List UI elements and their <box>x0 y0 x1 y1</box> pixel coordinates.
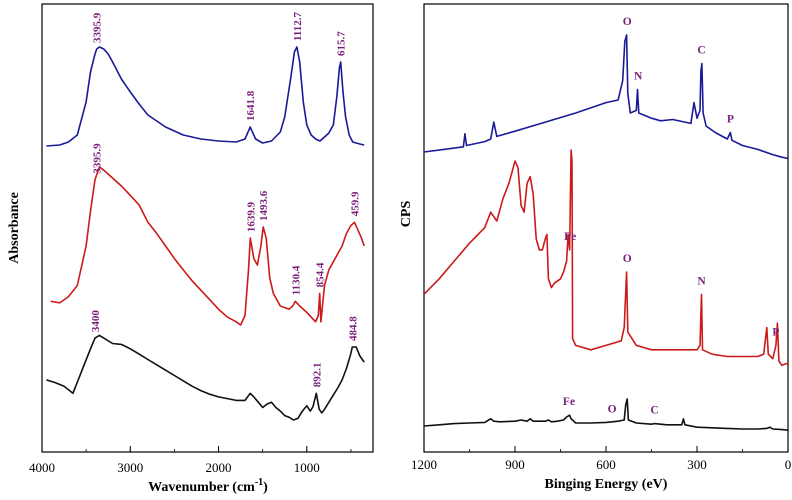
ftir-plot-frame <box>41 3 374 453</box>
xps-annotation-label: N <box>697 275 706 287</box>
xps-annotation-label: C <box>650 405 658 417</box>
xps-series-line-3 <box>423 398 789 431</box>
xps-annotation-label: P <box>772 326 779 338</box>
ftir-annotation-label: 3395.9 <box>92 12 104 43</box>
xps-series-line-1 <box>423 34 789 160</box>
ftir-panel: 3395.9 1641.8 1112.7 615.7 3395.9 1639.9 1493.… <box>7 3 374 495</box>
xps-annotation-label: N <box>634 71 643 83</box>
xps-x-tick-label: 1200 <box>411 457 437 472</box>
ftir-annotation-label: 484.8 <box>347 316 359 341</box>
xps-x-tick-label: 900 <box>505 457 525 472</box>
ftir-x-tick-label: 4000 <box>29 460 55 475</box>
ftir-x-ticks: 4000 3000 2000 1000 <box>29 446 352 475</box>
xps-series-lines <box>423 34 789 431</box>
xps-x-tick-label: 0 <box>785 457 792 472</box>
ftir-annotation-label: 892.1 <box>311 363 323 388</box>
ftir-series-line-3 <box>46 334 365 421</box>
xps-annotation-label: Fe <box>564 231 576 243</box>
xps-annotation-label: O <box>623 16 632 28</box>
ftir-annotation-label: 1112.7 <box>292 11 304 41</box>
xps-y-axis-title: CPS <box>399 201 414 228</box>
ftir-peak-labels: 3395.9 1641.8 1112.7 615.7 3395.9 1639.9 1493.… <box>90 11 362 387</box>
ftir-series-line-2 <box>50 166 365 326</box>
ftir-annotation-label: 854.4 <box>315 262 327 287</box>
xps-annotation-label: O <box>608 403 617 415</box>
ftir-annotation-label: 3395.9 <box>92 143 104 174</box>
ftir-x-tick-label: 1000 <box>294 460 320 475</box>
xps-annotation-label: C <box>697 45 705 57</box>
ftir-series-line-1 <box>46 46 365 147</box>
xps-x-tick-label: 600 <box>596 457 616 472</box>
xps-annotation-label: P <box>727 114 734 126</box>
xps-x-axis-title: Binging Energy (eV) <box>545 477 668 492</box>
ftir-annotation-label: 1641.8 <box>245 90 257 121</box>
ftir-annotation-label: 1130.4 <box>290 265 302 295</box>
xps-x-ticks: 1200 900 600 300 0 <box>411 446 791 472</box>
xps-annotation-label: O <box>623 253 632 265</box>
xps-panel: O N C P Fe O N P Fe O C 1200 900 600 300 0 Binging Ene… <box>399 3 791 492</box>
ftir-annotation-label: 615.7 <box>336 31 348 56</box>
ftir-series-lines <box>46 46 365 421</box>
ftir-y-axis-title: Absorbance <box>7 192 22 264</box>
xps-plot-frame <box>423 3 789 453</box>
ftir-x-axis-title: Wavenumber (cm-1) <box>148 477 268 495</box>
ftir-annotation-label: 459.9 <box>350 191 362 216</box>
xps-element-labels: O N C P Fe O N P Fe O C <box>563 16 779 417</box>
ftir-annotation-label: 3400 <box>90 310 102 333</box>
xps-series-line-2 <box>423 149 789 367</box>
xps-annotation-label: Fe <box>563 396 575 408</box>
ftir-x-tick-label: 2000 <box>206 460 232 475</box>
ftir-annotation-label: 1639.9 <box>245 201 257 232</box>
ftir-x-tick-label: 3000 <box>117 460 143 475</box>
ftir-annotation-label: 1493.6 <box>258 190 270 221</box>
xps-x-tick-label: 300 <box>687 457 707 472</box>
